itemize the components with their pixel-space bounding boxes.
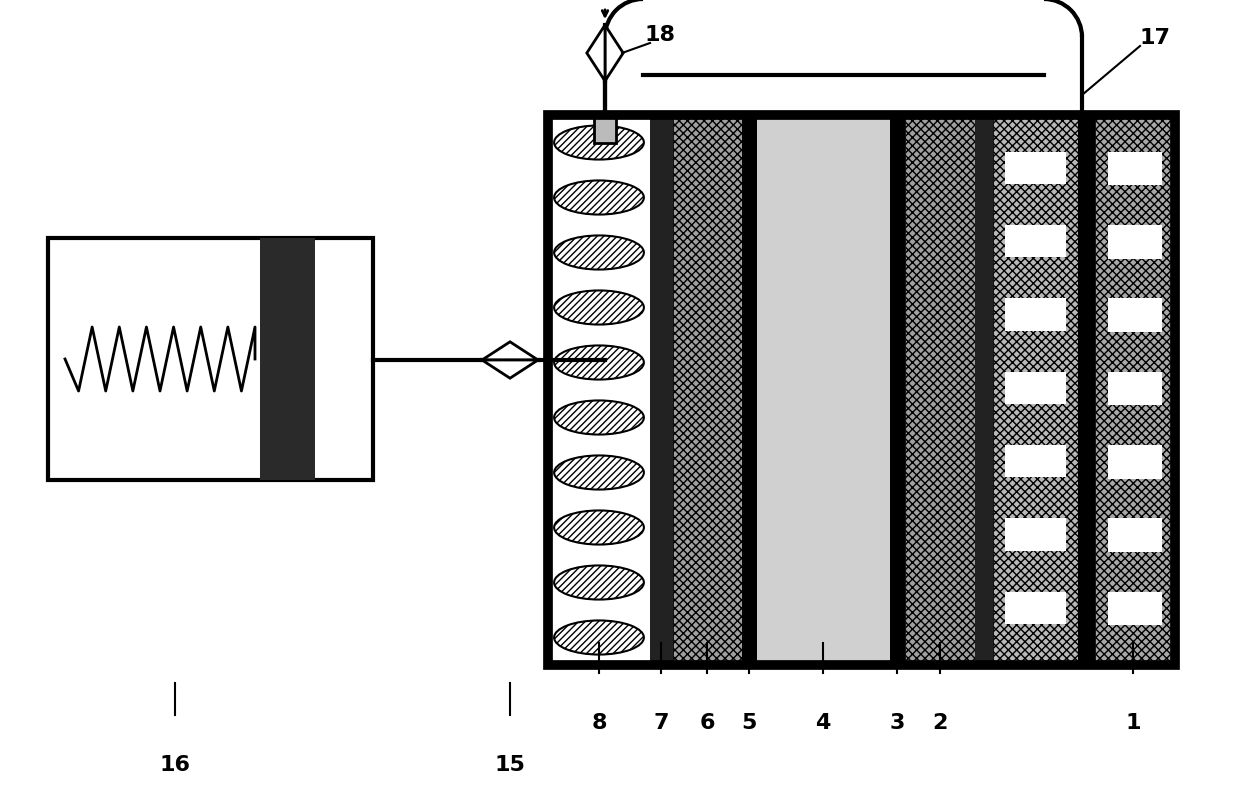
Polygon shape (482, 360, 538, 378)
Bar (1078, 115, 1095, 665)
Bar (975, 115, 992, 665)
Ellipse shape (554, 181, 644, 215)
Bar (742, 115, 757, 665)
Bar (548, 115, 1175, 665)
Bar (650, 115, 673, 665)
Bar (1108, 445, 1162, 479)
Text: 18: 18 (644, 25, 675, 45)
Bar (673, 115, 742, 665)
Ellipse shape (554, 400, 644, 435)
Bar (1005, 445, 1066, 477)
Text: 3: 3 (890, 713, 904, 733)
Ellipse shape (554, 511, 644, 545)
Polygon shape (482, 342, 538, 360)
Ellipse shape (554, 621, 644, 654)
Bar (48, 238, 373, 480)
Text: 15: 15 (494, 755, 525, 775)
Ellipse shape (554, 566, 644, 599)
Bar (1108, 592, 1162, 626)
Bar (890, 115, 904, 665)
Bar (1005, 519, 1066, 551)
Bar (1005, 592, 1066, 624)
Bar (1005, 298, 1066, 331)
Bar (1108, 519, 1162, 552)
Text: 16: 16 (160, 755, 191, 775)
Bar (1108, 152, 1162, 185)
Bar (1108, 298, 1162, 332)
Text: 17: 17 (1140, 28, 1171, 48)
Bar (1005, 152, 1066, 184)
Bar (1108, 225, 1162, 259)
Ellipse shape (554, 345, 644, 380)
Text: 1: 1 (1125, 713, 1141, 733)
Polygon shape (587, 25, 605, 81)
Bar (548, 115, 650, 665)
Text: 8: 8 (591, 713, 607, 733)
Ellipse shape (554, 125, 644, 160)
Text: 6: 6 (699, 713, 715, 733)
Bar (548, 115, 1175, 665)
Bar (1095, 115, 1175, 665)
Ellipse shape (554, 455, 644, 490)
Text: 4: 4 (815, 713, 830, 733)
Bar (904, 115, 975, 665)
Bar (1108, 372, 1162, 405)
Text: 2: 2 (932, 713, 948, 733)
Bar (593, 115, 616, 143)
Text: 7: 7 (653, 713, 669, 733)
Text: 5: 5 (741, 713, 757, 733)
Bar (1005, 372, 1066, 404)
Bar (992, 115, 1078, 665)
Ellipse shape (554, 291, 644, 324)
Ellipse shape (554, 236, 644, 269)
Bar (1005, 225, 1066, 257)
Bar (757, 115, 890, 665)
Polygon shape (605, 25, 623, 81)
Bar (260, 238, 315, 480)
